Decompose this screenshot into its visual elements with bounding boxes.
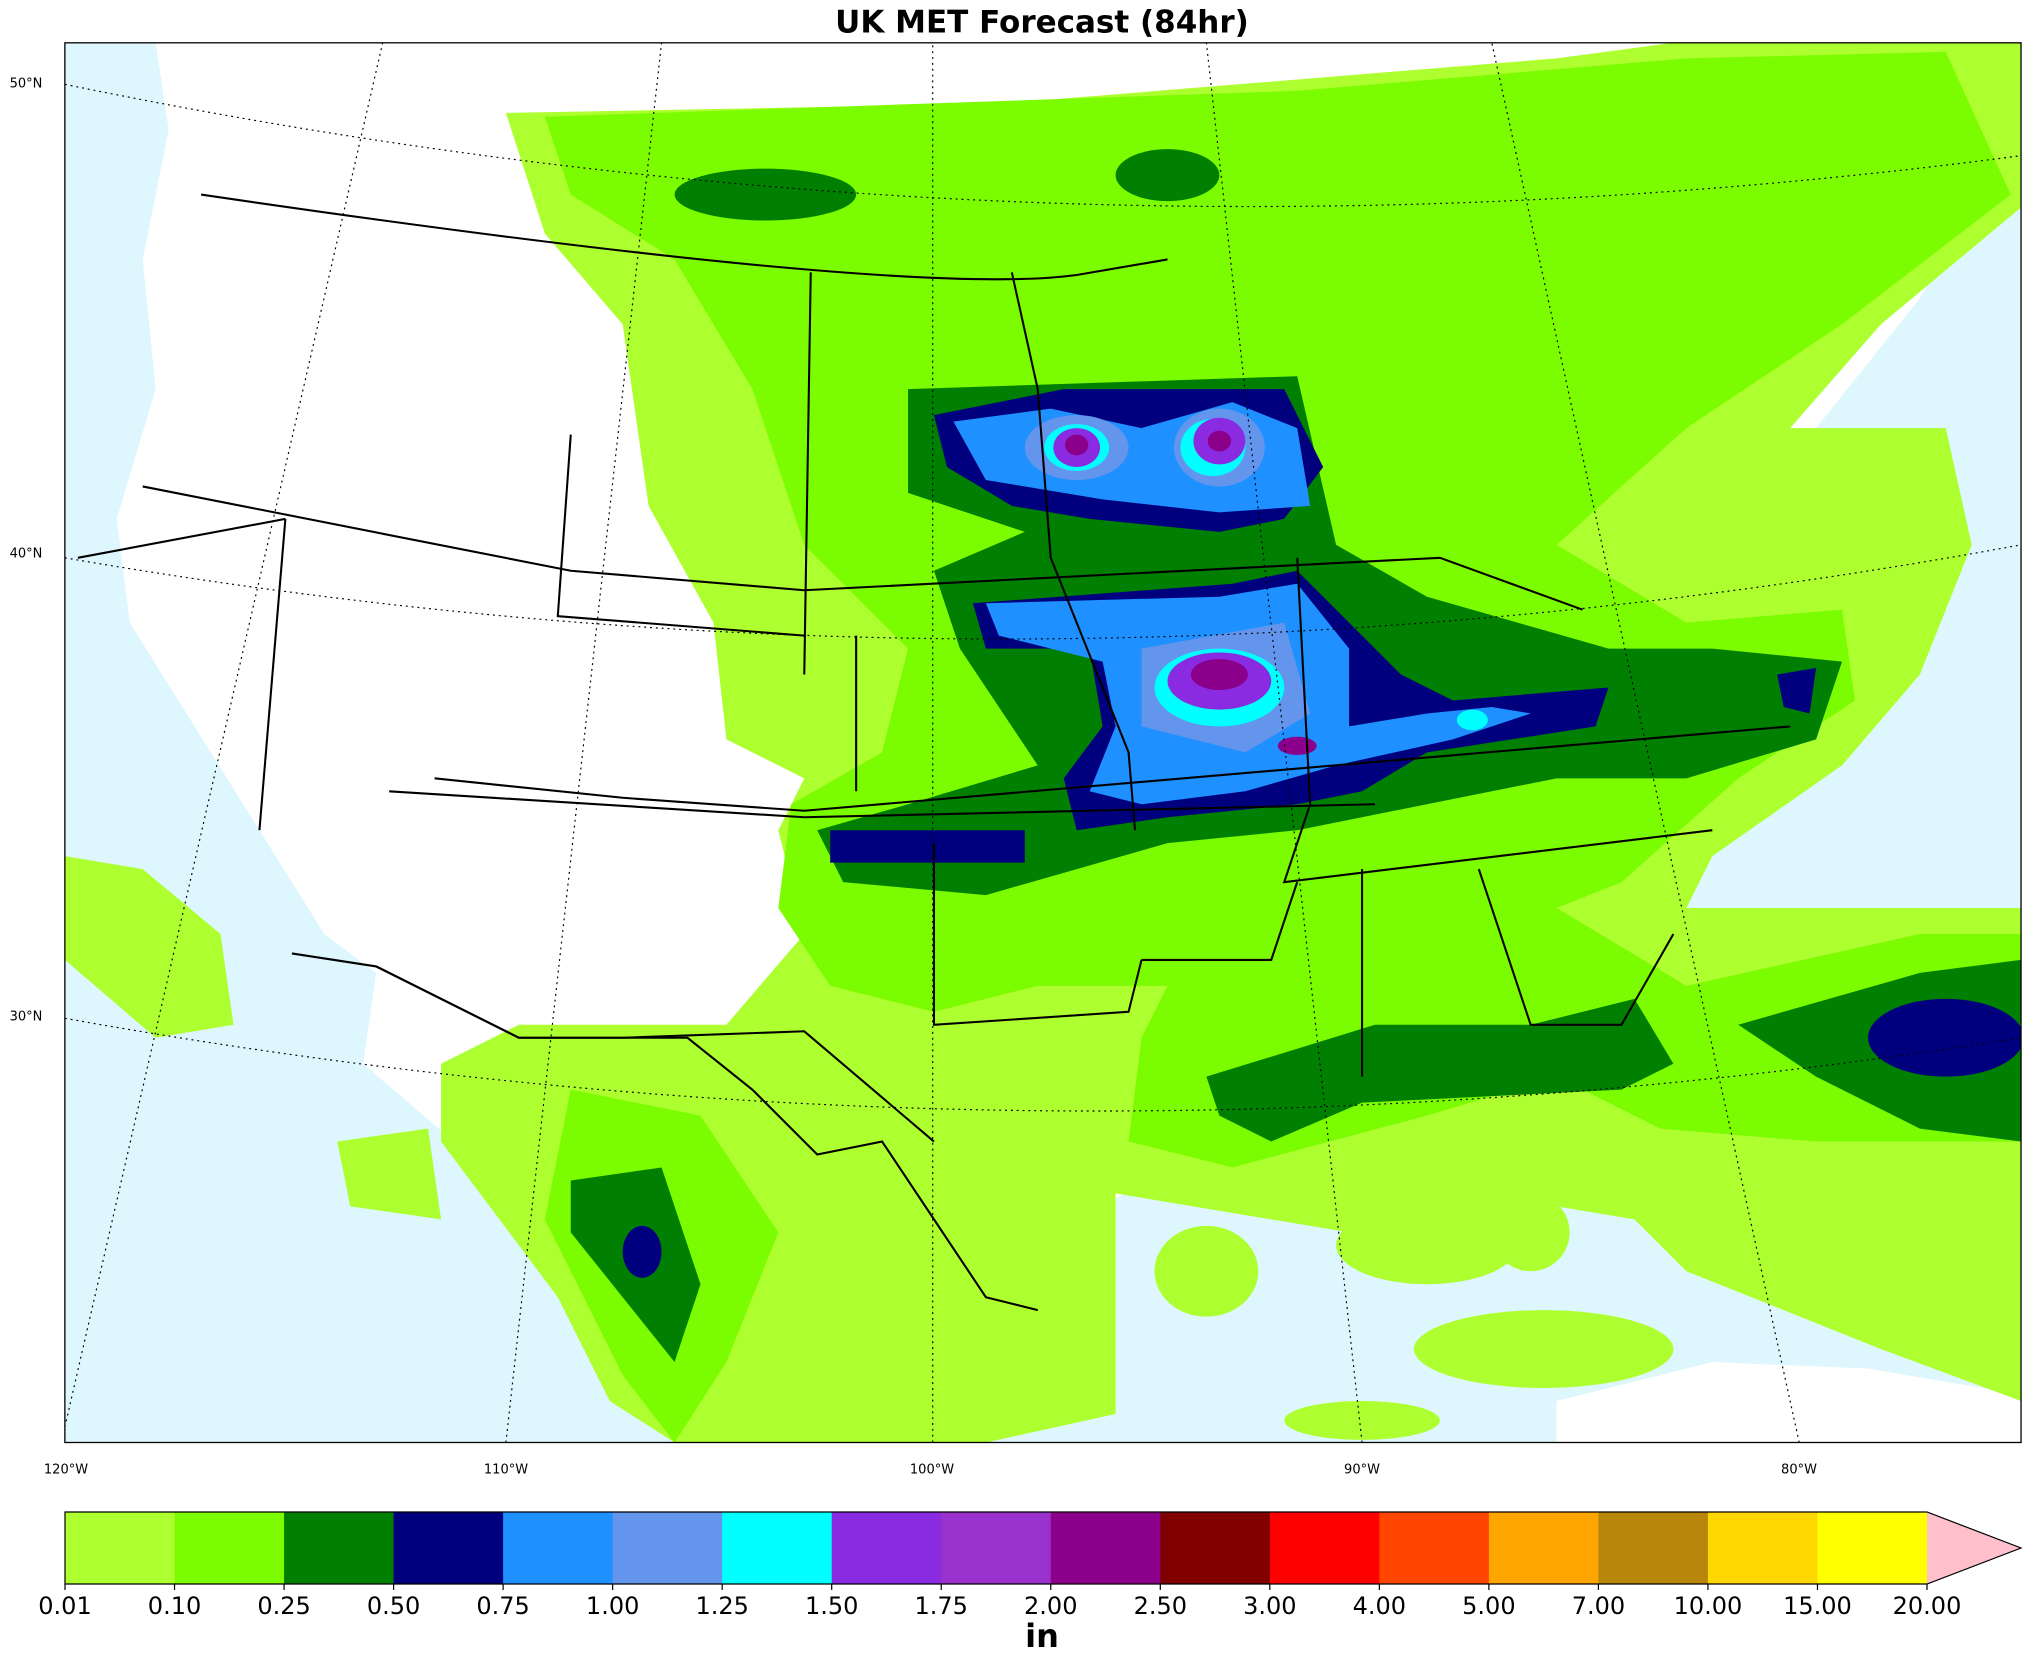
precip-area xyxy=(64,856,234,1038)
precip-area xyxy=(1206,998,1674,1142)
precip-area xyxy=(1777,668,1817,714)
colorbar-tick-label: 0.50 xyxy=(367,1592,420,1620)
colorbar-box xyxy=(1160,1512,1271,1584)
precip-area xyxy=(1867,998,2022,1077)
colorbar-box xyxy=(65,1512,176,1584)
colorbar-box xyxy=(284,1512,395,1584)
precip-area xyxy=(622,1225,662,1278)
colorbar-tick-label: 10.00 xyxy=(1674,1592,1743,1620)
colorbar-tick-label: 1.25 xyxy=(695,1592,748,1620)
colorbar-box xyxy=(1488,1512,1599,1584)
colorbar-tick-label: 2.50 xyxy=(1134,1592,1187,1620)
precip-area xyxy=(337,1128,442,1220)
graticule xyxy=(64,42,2022,1443)
precip-area xyxy=(1456,709,1488,731)
precipitation xyxy=(64,42,2022,1443)
lon-label: 100°W xyxy=(910,1463,954,1478)
precip-area xyxy=(1065,434,1089,456)
colorbar-tick-label: 3.00 xyxy=(1243,1592,1296,1620)
colorbar-box xyxy=(1269,1512,1380,1584)
colorbar-tick-label: 5.00 xyxy=(1462,1592,1515,1620)
precip-area xyxy=(1413,1310,1674,1389)
lon-label: 90°W xyxy=(1344,1463,1380,1478)
lon-label: 120°W xyxy=(44,1463,88,1478)
map-frame xyxy=(64,42,2022,1444)
precip-area xyxy=(1336,1206,1518,1285)
lon-label: 80°W xyxy=(1781,1463,1817,1478)
lat-label: 50°N xyxy=(10,77,43,92)
precip-area xyxy=(1207,430,1232,452)
map-title: UK MET Forecast (84hr) xyxy=(835,5,1249,41)
colorbar-box xyxy=(831,1512,942,1584)
colorbar-extend xyxy=(1927,1512,2021,1584)
colorbar-box xyxy=(1817,1512,1928,1584)
colorbar-box xyxy=(1379,1512,1490,1584)
lon-label: 110°W xyxy=(484,1463,528,1478)
colorbar-box xyxy=(1598,1512,1709,1584)
colorbar-outline xyxy=(64,1511,2023,1585)
colorbar-box xyxy=(1050,1512,1161,1584)
colorbar-label: in xyxy=(1025,1617,1059,1655)
colorbar-tick-label: 20.00 xyxy=(1893,1592,1962,1620)
precip-area xyxy=(1190,658,1248,691)
colorbar-tick-label: 0.75 xyxy=(476,1592,529,1620)
precip-area xyxy=(1154,1225,1259,1317)
colorbar-box xyxy=(941,1512,1052,1584)
precip-area xyxy=(1491,1193,1570,1272)
map xyxy=(64,42,2022,1444)
colorbar-box xyxy=(722,1512,833,1584)
colorbar-box xyxy=(393,1512,504,1584)
precip-area xyxy=(1115,149,1220,202)
colorbar-tick-label: 1.50 xyxy=(805,1592,858,1620)
boundaries xyxy=(77,193,1791,1312)
colorbar-box xyxy=(1707,1512,1818,1584)
colorbar-tick-label: 15.00 xyxy=(1783,1592,1852,1620)
colorbar-tick-label: 7.00 xyxy=(1572,1592,1625,1620)
colorbar-tick-label: 4.00 xyxy=(1353,1592,1406,1620)
precip-area xyxy=(830,830,1025,863)
colorbar-tick-label: 1.00 xyxy=(586,1592,639,1620)
colorbar: 0.01 0.10 0.25 0.50 0.75 1.00 1.25 1.50 1.75 2.00… xyxy=(38,1511,2023,1620)
colorbar-tick-label: 1.75 xyxy=(915,1592,968,1620)
colorbar-tick-label: 2.00 xyxy=(1024,1592,1077,1620)
colorbar-tick-label: 0.01 xyxy=(38,1592,91,1620)
lat-label: 30°N xyxy=(10,1010,43,1025)
precip-area xyxy=(674,168,857,221)
colorbar-box xyxy=(612,1512,723,1584)
colorbar-tick-label: 0.25 xyxy=(257,1592,310,1620)
colorbar-tick-label: 0.10 xyxy=(148,1592,201,1620)
precip-area xyxy=(1284,1400,1440,1440)
colorbar-box xyxy=(503,1512,614,1584)
lat-label: 40°N xyxy=(10,547,43,562)
colorbar-box xyxy=(174,1512,285,1584)
